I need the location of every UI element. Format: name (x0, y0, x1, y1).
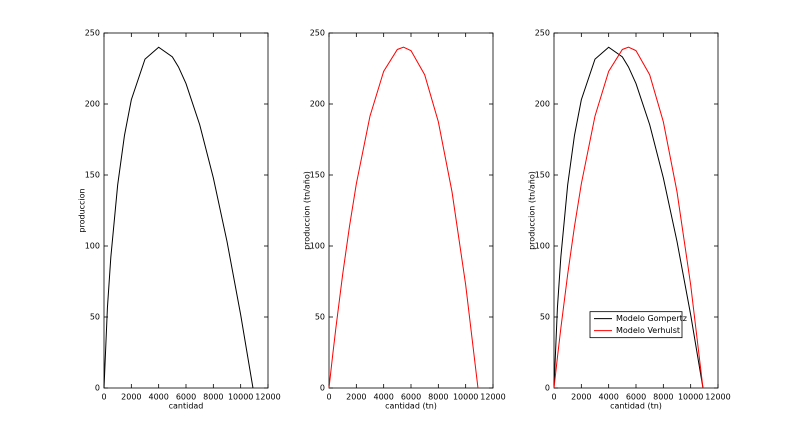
x-tick-label: 12000 (255, 393, 280, 402)
x-tick-label: 10000 (453, 393, 478, 402)
x-tick-label: 8000 (203, 393, 223, 402)
x-tick-label: 8000 (653, 393, 673, 402)
y-tick-label: 100 (85, 242, 100, 251)
y-tick-label: 0 (95, 384, 100, 393)
y-tick-label: 150 (310, 171, 325, 180)
x-tick-label: 10000 (228, 393, 253, 402)
legend-box (589, 311, 683, 339)
x-axis-label: cantidad (169, 402, 204, 411)
y-tick-label: 0 (320, 384, 325, 393)
data-line (328, 46, 479, 389)
axes: 0 2000 4000 6000 8000 10000 12000 0 50 100 150 200 2… (303, 29, 506, 411)
y-tick-label: 50 (315, 313, 325, 322)
y-tick-label: 100 (535, 242, 550, 251)
y-tick-label: 50 (540, 313, 550, 322)
legend: Modelo Gompertz Modelo Verhulst (589, 311, 687, 339)
axes: 0 2000 4000 6000 8000 10000 12000 0 50 100 150 200 2… (78, 29, 281, 411)
x-axis-label: cantidad (tn) (385, 402, 437, 411)
legend-label: Modelo Gompertz (616, 314, 687, 323)
data-line (553, 46, 704, 389)
legend-label: Modelo Verhulst (616, 326, 680, 335)
y-tick-label: 0 (545, 384, 550, 393)
x-tick-label: 10000 (678, 393, 703, 402)
y-tick-label: 200 (310, 100, 325, 109)
x-tick-label: 2000 (346, 393, 366, 402)
x-tick-label: 6000 (401, 393, 421, 402)
y-tick-label: 100 (310, 242, 325, 251)
x-tick-label: 0 (101, 393, 106, 402)
x-axis-label: cantidad (tn) (610, 402, 662, 411)
y-axis-label: produccion (78, 188, 87, 232)
y-tick-label: 150 (85, 171, 100, 180)
x-tick-label: 0 (551, 393, 556, 402)
y-tick-label: 50 (90, 313, 100, 322)
x-tick-label: 8000 (428, 393, 448, 402)
y-tick-label: 200 (85, 100, 100, 109)
y-tick-label: 150 (535, 171, 550, 180)
y-axis-label: produccion (tn/año) (528, 171, 537, 250)
x-tick-label: 12000 (705, 393, 730, 402)
y-axis-label: produccion (tn/año) (303, 171, 312, 250)
x-tick-label: 6000 (176, 393, 196, 402)
plot-frame (328, 32, 494, 389)
x-tick-label: 6000 (626, 393, 646, 402)
data-line (553, 46, 704, 389)
x-tick-label: 4000 (373, 393, 393, 402)
y-tick-label: 250 (85, 29, 100, 38)
data-line (103, 46, 254, 389)
x-tick-label: 12000 (480, 393, 505, 402)
axes: 0 2000 4000 6000 8000 10000 12000 0 50 100 150 200 2… (528, 29, 731, 411)
x-tick-label: 4000 (598, 393, 618, 402)
y-tick-label: 250 (535, 29, 550, 38)
y-tick-label: 250 (310, 29, 325, 38)
x-tick-label: 2000 (571, 393, 591, 402)
plot-frame (103, 32, 269, 389)
x-tick-label: 0 (326, 393, 331, 402)
y-tick-label: 200 (535, 100, 550, 109)
x-tick-label: 2000 (121, 393, 141, 402)
x-tick-label: 4000 (148, 393, 168, 402)
